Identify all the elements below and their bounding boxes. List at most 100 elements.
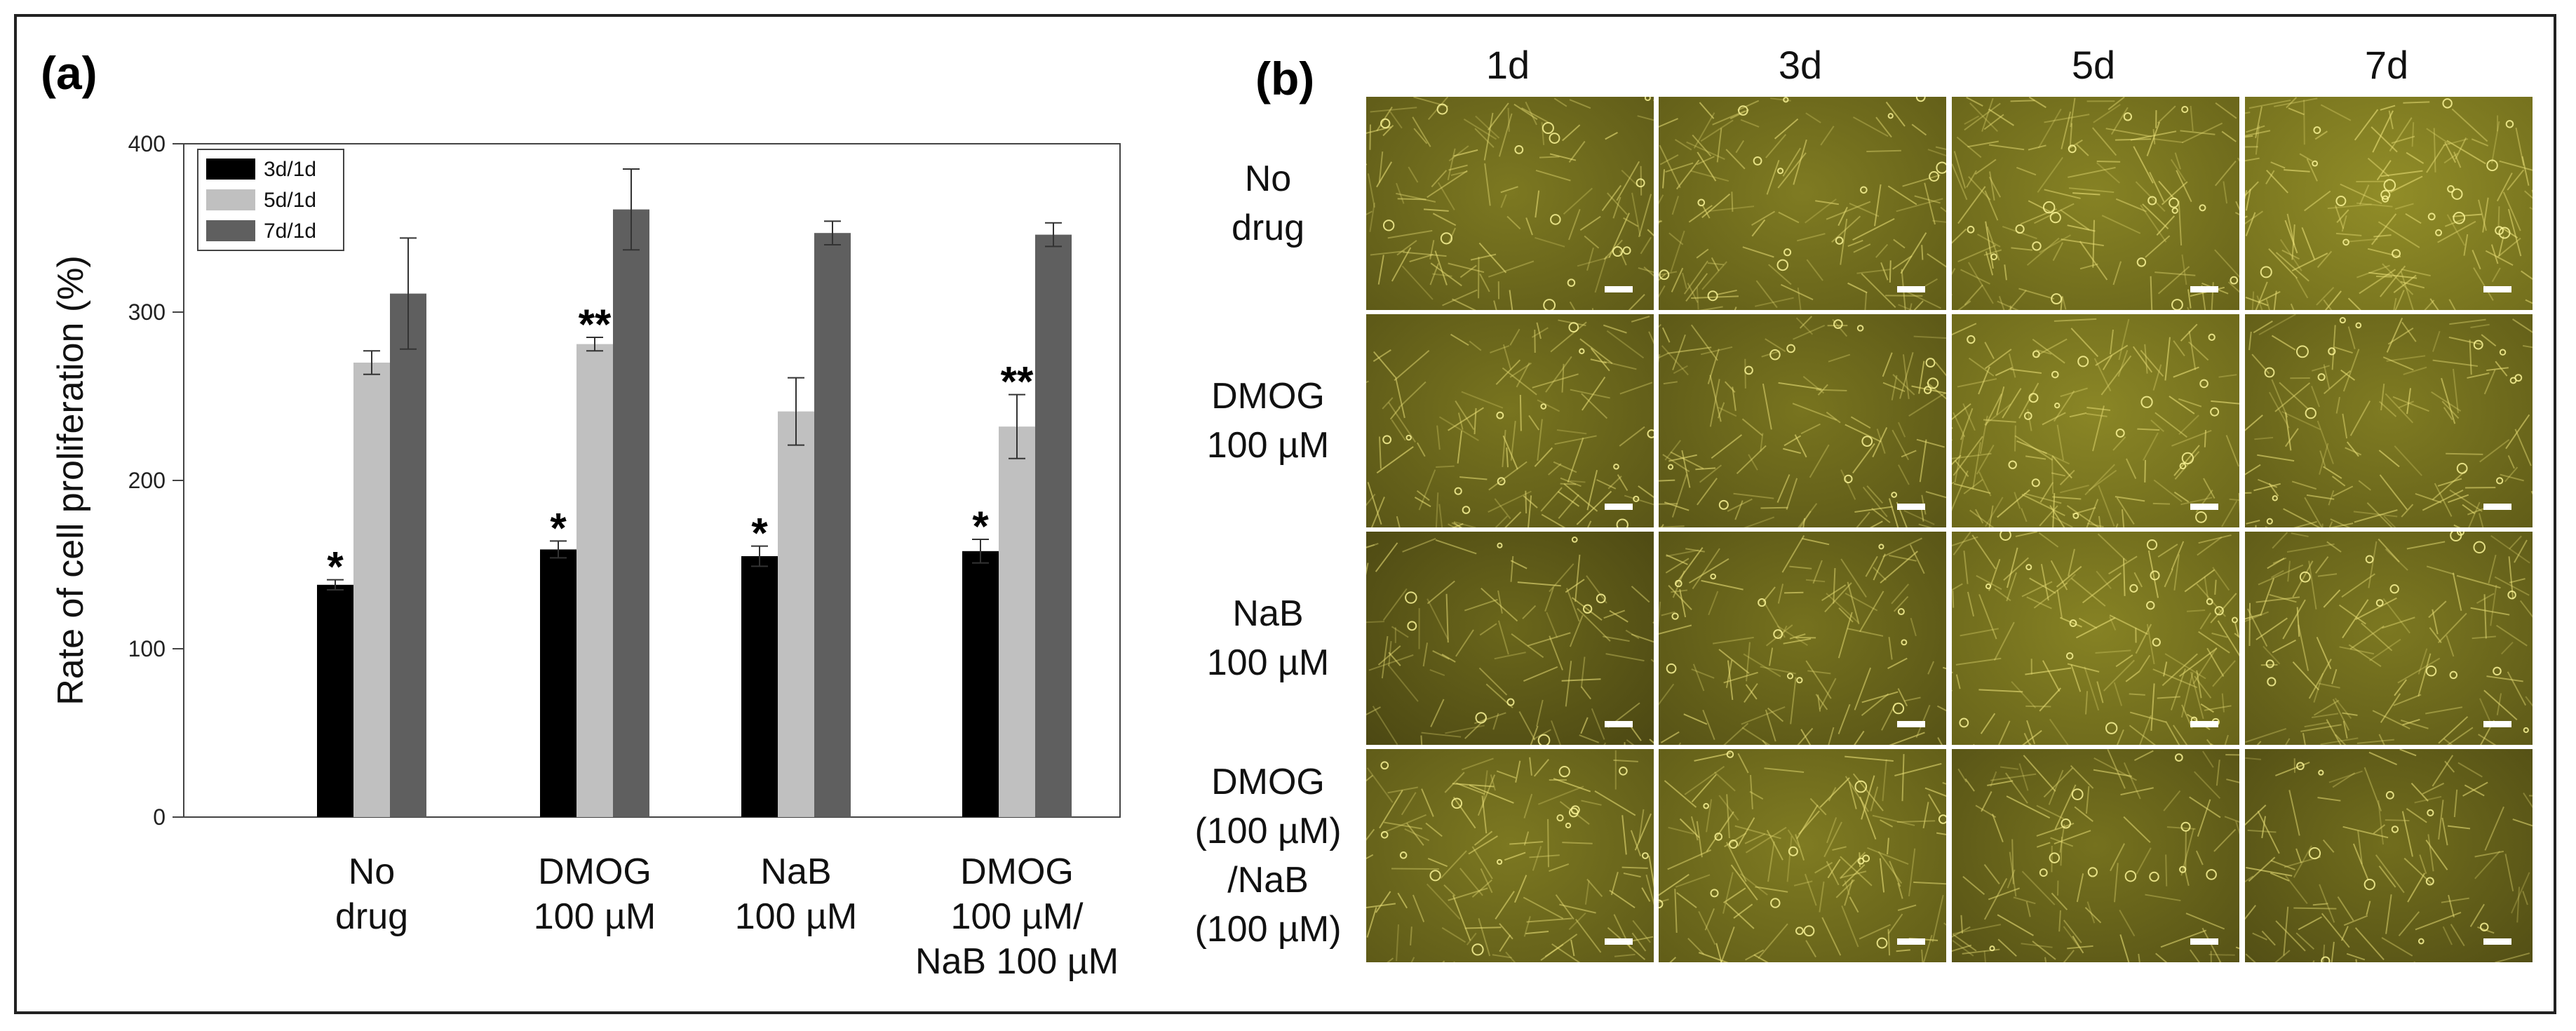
micrograph-image — [1659, 749, 1946, 962]
bar-5d-1d — [353, 363, 390, 817]
bar-5d-1d — [999, 426, 1035, 817]
panel-b-label: (b) — [1255, 53, 1315, 105]
column-header: 5d — [2071, 43, 2116, 87]
y-tick-label: 300 — [128, 299, 166, 325]
legend-label: 5d/1d — [264, 189, 316, 212]
bar-7d-1d — [390, 293, 426, 818]
cell-texture — [2245, 749, 2533, 962]
category-label: 100 µM — [534, 896, 656, 937]
cell-texture — [1659, 535, 1946, 745]
bar-5d-1d — [778, 411, 814, 817]
row-label: 100 µM — [1206, 425, 1330, 466]
bars — [317, 209, 1072, 818]
cell-texture — [1659, 750, 1946, 962]
bar-3d-1d — [540, 549, 576, 817]
micrograph-image — [1952, 314, 2239, 527]
panel-a-label: (a) — [41, 47, 97, 99]
legend-swatch — [206, 220, 255, 241]
category-label: No — [349, 851, 395, 892]
row-label: /NaB — [1227, 860, 1309, 901]
row-label: drug — [1231, 208, 1305, 248]
row-label: 100 µM — [1206, 642, 1330, 683]
scale-bar — [2483, 286, 2511, 292]
category-label: 100 µM — [735, 896, 857, 937]
y-axis-title: Rate of cell proliferation (%) — [50, 255, 91, 706]
significance-mark: ** — [579, 301, 612, 348]
y-tick-label: 100 — [128, 636, 166, 661]
cell-texture — [1366, 316, 1654, 527]
scale-bar — [2190, 286, 2218, 292]
scale-bar — [1605, 938, 1633, 945]
cell-texture — [2245, 97, 2533, 310]
cell-texture — [1952, 318, 2239, 527]
scale-bar — [2190, 504, 2218, 510]
scale-bar — [2483, 504, 2511, 510]
micrograph-image — [1366, 749, 1654, 962]
micrograph-grid: 1d 3d 5d 7d No drug DMOG 100 µM NaB 100 µM DMOG (10… — [1194, 14, 2558, 1010]
column-header: 1d — [1485, 43, 1530, 87]
row-label: NaB — [1232, 593, 1304, 634]
micrograph-image — [1952, 749, 2239, 962]
category-label: 100 µM/ — [951, 896, 1084, 937]
bar-3d-1d — [741, 556, 778, 817]
scale-bar — [1897, 721, 1925, 727]
category-label: DMOG — [960, 851, 1074, 892]
column-header: 7d — [2364, 43, 2409, 87]
legend-swatch — [206, 189, 255, 210]
cell-texture — [1366, 537, 1654, 745]
micrograph-image — [1952, 532, 2239, 745]
micrograph-image — [2245, 532, 2533, 745]
row-label: (100 µM) — [1194, 909, 1342, 950]
column-header: 3d — [1778, 43, 1823, 87]
row-label: DMOG — [1211, 762, 1325, 802]
scale-bar — [2483, 938, 2511, 945]
significance-mark: ** — [1001, 358, 1034, 405]
category-label: NaB — [760, 851, 831, 892]
scale-bar — [1605, 286, 1633, 292]
significance-marks: ***** *** — [327, 301, 1034, 591]
micrograph-image — [1366, 314, 1654, 527]
bar-3d-1d — [962, 551, 999, 817]
micrograph-image — [1659, 97, 1946, 310]
micrograph-image — [1659, 532, 1946, 745]
scale-bar — [1605, 721, 1633, 727]
scale-bar — [2190, 938, 2218, 945]
error-bars — [327, 168, 1062, 591]
cell-texture — [1659, 97, 1946, 310]
category-label: NaB 100 µM — [915, 941, 1119, 982]
bar-7d-1d — [1035, 234, 1072, 818]
cell-texture — [1659, 316, 1946, 527]
micrograph-image — [2245, 749, 2533, 962]
row-label: DMOG — [1211, 376, 1325, 417]
legend: 3d/1d 5d/1d 7d/1d — [197, 149, 344, 251]
legend-label: 7d/1d — [264, 220, 316, 243]
bar-7d-1d — [613, 209, 649, 818]
category-label: DMOG — [538, 851, 652, 892]
cell-texture — [1952, 97, 2239, 310]
micrograph-image — [1366, 532, 1654, 745]
y-tick-label: 400 — [128, 131, 166, 156]
y-axis: 0 100 200 300 400 — [128, 131, 184, 830]
micrograph-image — [1659, 314, 1946, 527]
micrograph-image — [2245, 314, 2533, 527]
significance-mark: * — [550, 504, 567, 551]
significance-mark: * — [327, 544, 344, 591]
bar-3d-1d — [317, 584, 353, 817]
bar-7d-1d — [814, 233, 851, 817]
y-tick-label: 200 — [128, 468, 166, 493]
scale-bar — [1605, 504, 1633, 510]
significance-mark: * — [972, 503, 989, 550]
legend-label: 3d/1d — [264, 158, 316, 181]
scale-bar — [2483, 721, 2511, 727]
micrograph-image — [2245, 97, 2533, 310]
cell-texture — [2245, 314, 2533, 527]
cell-texture — [2245, 532, 2533, 745]
scale-bar — [1897, 286, 1925, 292]
scale-bar — [2190, 721, 2218, 727]
scale-bar — [1897, 504, 1925, 510]
micrograph-image — [1366, 97, 1654, 310]
cell-texture — [1952, 749, 2239, 962]
bar-5d-1d — [576, 344, 613, 818]
